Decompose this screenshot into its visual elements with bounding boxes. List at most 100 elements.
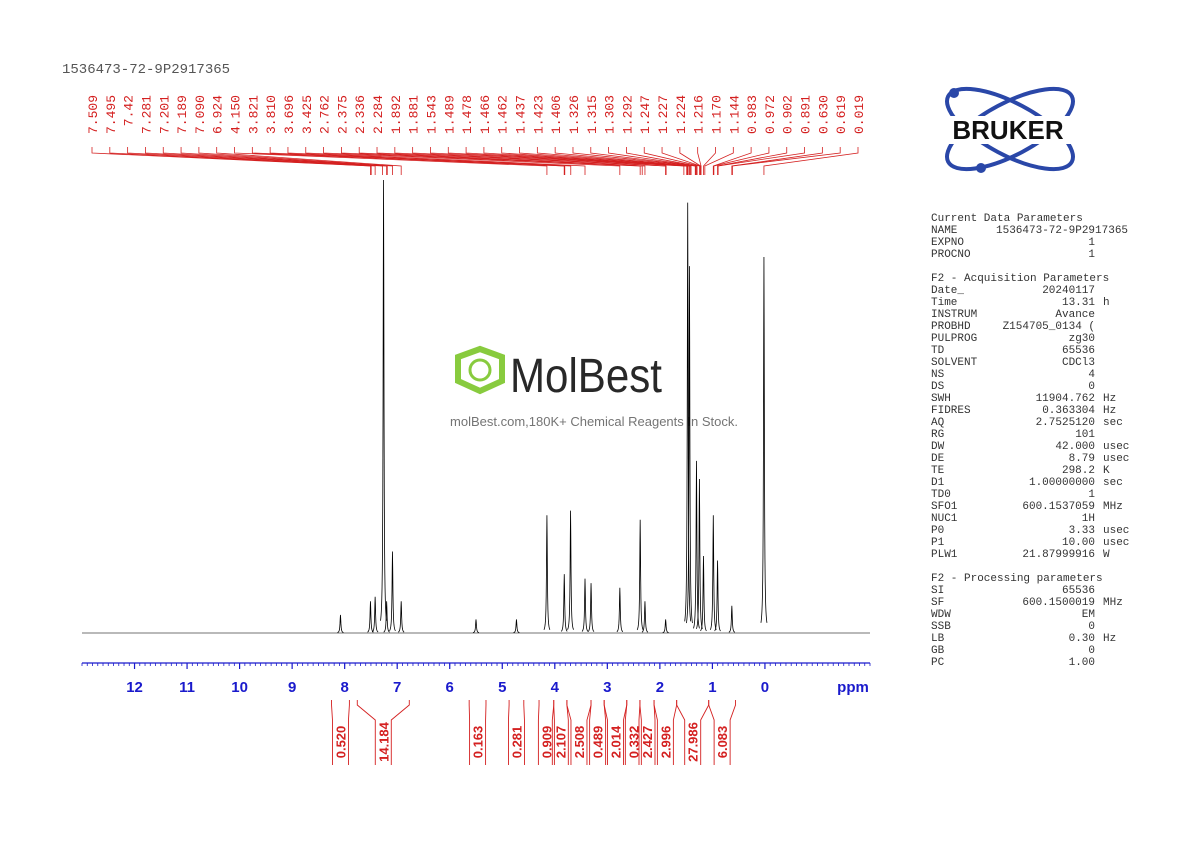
parameter-name: SI [931,585,944,597]
peak-label-connector [269,147,566,175]
parameter-value: zg30 [1069,333,1095,345]
peak-label-connector [340,147,641,175]
parameter-name: PROBHD [931,321,971,333]
integral-bracket [537,700,540,765]
peak-label-connector [198,147,393,175]
peak [380,179,387,621]
peak [636,519,644,631]
peak-label: 1.478 [460,95,475,134]
x-tick-label: 4 [551,679,560,696]
integral-label: 2.427 [640,726,655,759]
parameter-value: 1536473-72-9P2917365 [996,225,1128,237]
peak-label: 3.810 [264,95,279,134]
peak [616,587,624,633]
parameter-value: 600.1500019 [1022,597,1095,609]
peak-label-connector [305,147,586,175]
parameter-value: Avance [1055,309,1095,321]
peak [662,619,669,634]
peak [383,601,390,633]
parameter-name: SF [931,597,944,609]
peak [472,619,480,634]
sample-title: 1536473-72-9P2917365 [62,62,230,78]
watermark: MolBest molBest.com,180K+ Chemical Reage… [450,345,738,429]
parameter-name: DS [931,381,945,393]
peak-label-connector [590,147,697,175]
parameter-unit: usec [1103,525,1129,537]
parameter-value: 1 [1088,237,1095,249]
watermark-icon [468,358,492,382]
peak [567,510,574,630]
peak [714,560,721,632]
integral-label: 2.996 [658,726,673,759]
parameter-name: DE [931,453,945,465]
peak-label: 7.090 [193,95,208,134]
parameter-unit: usec [1103,441,1129,453]
parameter-value: 600.1537059 [1022,501,1095,513]
peak-label-connector [358,147,643,175]
x-tick-label: 3 [603,679,611,696]
peak-label-connector [465,147,688,175]
peak-label-connector [554,147,692,175]
integral-bracket [729,700,736,765]
peak-label: 1.543 [424,95,439,134]
peak [337,614,344,633]
peak [709,515,717,630]
parameter-unit: Hz [1103,633,1116,645]
x-tick-label: 11 [179,679,195,696]
peak-label: 1.406 [549,95,564,134]
peak-label: 2.375 [335,95,350,134]
peak-label: 7.189 [175,95,190,134]
peak-label-connector [717,147,788,175]
logo-text: BRUKER [952,115,1063,145]
integral-bracket [672,700,678,765]
peak-label: 7.281 [139,95,154,134]
peak-label-connector [91,147,371,175]
peak-label-connector [216,147,402,175]
parameter-name: INSTRUM [931,309,977,321]
peak-label: 1.216 [692,95,707,134]
peak-label-connector [572,147,696,175]
integral-label: 0.281 [509,726,524,759]
logo-band [924,116,1092,144]
x-tick-label: 5 [498,679,506,696]
peak-label-connector [608,147,697,175]
peak-label-connector [430,147,685,175]
peak-label: 3.821 [246,95,261,134]
peak-label: 1.144 [727,95,742,134]
parameter-value: 0 [1088,621,1095,633]
integral-bracket [566,700,572,765]
parameter-value: 4 [1088,369,1095,381]
parameter-unit: MHz [1103,501,1123,513]
parameter-value: 298.2 [1062,465,1095,477]
peak-label-connector [234,147,548,175]
watermark-icon [455,345,505,395]
integral-bracket [603,700,608,765]
x-tick-label: 0 [761,679,769,696]
integral-bracket [676,700,686,765]
parameter-unit: sec [1103,477,1123,489]
peak-label: 1.292 [620,95,635,134]
x-tick-label: 1 [708,679,716,696]
parameter-value: 0.30 [1069,633,1095,645]
peak-label: 0.902 [781,95,796,134]
parameter-name: SSB [931,621,951,633]
x-tick-label: 7 [393,679,401,696]
peak-label-connector [376,147,646,175]
peak-label-connector [763,147,859,175]
parameter-name: SFO1 [931,501,958,513]
bruker-logo: BRUKER [924,86,1092,173]
peak-label-connector [713,147,770,175]
integral-bracket [589,700,592,765]
parameter-value: Z154705_0134 ( [1003,321,1095,333]
parameter-value: 20240117 [1042,285,1095,297]
parameter-unit: W [1103,549,1110,561]
peak-label-connector [501,147,689,175]
parameter-value: 1 [1088,489,1095,501]
peak-label-connector [643,147,700,175]
parameter-name: TD0 [931,489,951,501]
parameter-name: AQ [931,417,945,429]
integral-bracket [638,700,641,765]
watermark-brand: MolBest [510,350,662,403]
parameter-name: PULPROG [931,333,977,345]
